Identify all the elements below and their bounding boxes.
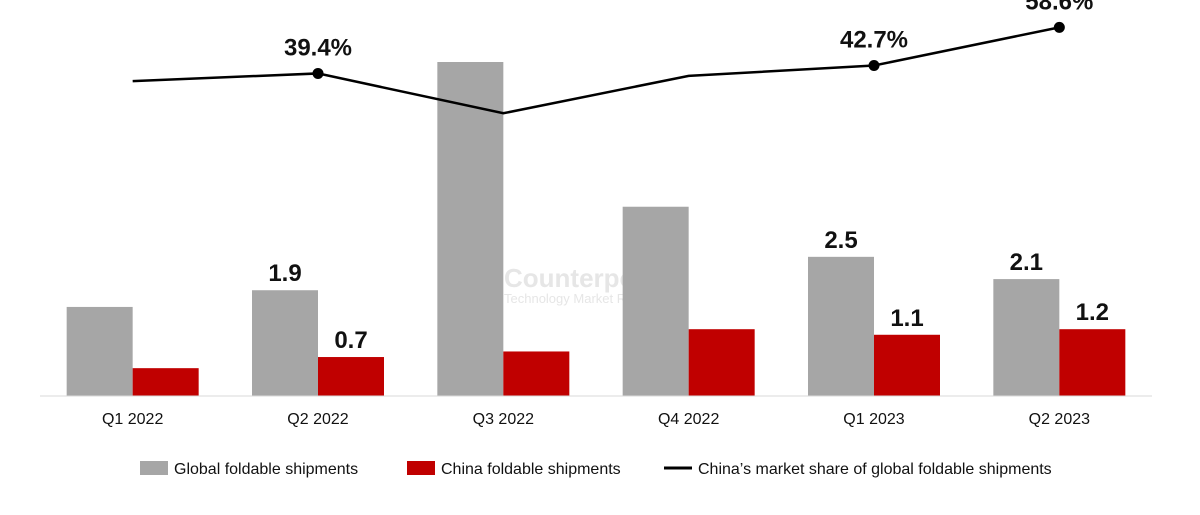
line-point-q1-2023 xyxy=(868,60,880,72)
x-tick-q3-2022: Q3 2022 xyxy=(473,411,534,428)
line-label-q1-2023: 42.7% xyxy=(840,27,908,54)
legend-swatch-china-foldable-shipments xyxy=(407,461,435,475)
bar-china-foldable-shipments-q2-2022 xyxy=(318,357,384,396)
bar-global-foldable-shipments-q1-2023 xyxy=(808,256,874,396)
bar-global-foldable-shipments-q4-2022 xyxy=(622,206,689,396)
bar-china-foldable-shipments-q2-2023 xyxy=(1059,329,1126,396)
bars-group xyxy=(66,62,1126,396)
legend-label-global-foldable-shipments: Global foldable shipments xyxy=(174,461,358,478)
line-series-group xyxy=(132,21,1065,115)
line-china-s-market-share-of-global-foldable-shipments xyxy=(132,26,1060,115)
x-tick-q4-2022: Q4 2022 xyxy=(658,411,719,428)
x-tick-q2-2023: Q2 2023 xyxy=(1029,411,1090,428)
bar-global-foldable-shipments-q2-2023 xyxy=(993,279,1060,396)
line-point-q2-2023 xyxy=(1053,21,1065,33)
x-tick-q2-2022: Q2 2022 xyxy=(287,411,348,428)
legend: Global foldable shipments China foldable … xyxy=(140,461,1052,478)
data-label-china-foldable-shipments-q2-2023: 1.2 xyxy=(1076,299,1109,326)
line-point-q2-2022 xyxy=(312,67,324,79)
line-label-q2-2023: 58.6% xyxy=(1025,0,1093,15)
x-tick-q1-2023: Q1 2023 xyxy=(843,411,904,428)
data-labels-group: 1.9 0.7 2.5 1.1 2.1 1.2 39.4% 42.7% 58.6% xyxy=(268,0,1109,354)
data-label-global-foldable-shipments-q2-2022: 1.9 xyxy=(268,260,301,287)
data-label-china-foldable-shipments-q2-2022: 0.7 xyxy=(334,327,367,354)
data-label-global-foldable-shipments-q1-2023: 2.5 xyxy=(824,227,857,254)
bar-global-foldable-shipments-q3-2022 xyxy=(437,62,504,396)
line-label-q2-2022: 39.4% xyxy=(284,34,352,61)
bar-china-foldable-shipments-q4-2022 xyxy=(688,329,755,396)
bar-global-foldable-shipments-q1-2022 xyxy=(66,306,133,396)
legend-label-china-s-market-share-of-global-foldable-shipments: China’s market share of global foldable … xyxy=(698,461,1052,478)
bar-global-foldable-shipments-q2-2022 xyxy=(252,290,318,396)
data-label-global-foldable-shipments-q2-2023: 2.1 xyxy=(1010,249,1043,276)
bar-china-foldable-shipments-q1-2022 xyxy=(132,368,199,396)
x-tick-q1-2022: Q1 2022 xyxy=(102,411,163,428)
x-axis-ticks: Q1 2022 Q2 2022 Q3 2022 Q4 2022 Q1 2023 Q2 20… xyxy=(102,411,1090,428)
data-label-china-foldable-shipments-q1-2023: 1.1 xyxy=(890,305,923,332)
bar-china-foldable-shipments-q1-2023 xyxy=(874,334,940,396)
legend-swatch-global-foldable-shipments xyxy=(140,461,168,475)
legend-label-china-foldable-shipments: China foldable shipments xyxy=(441,461,621,478)
bar-china-foldable-shipments-q3-2022 xyxy=(503,351,570,396)
